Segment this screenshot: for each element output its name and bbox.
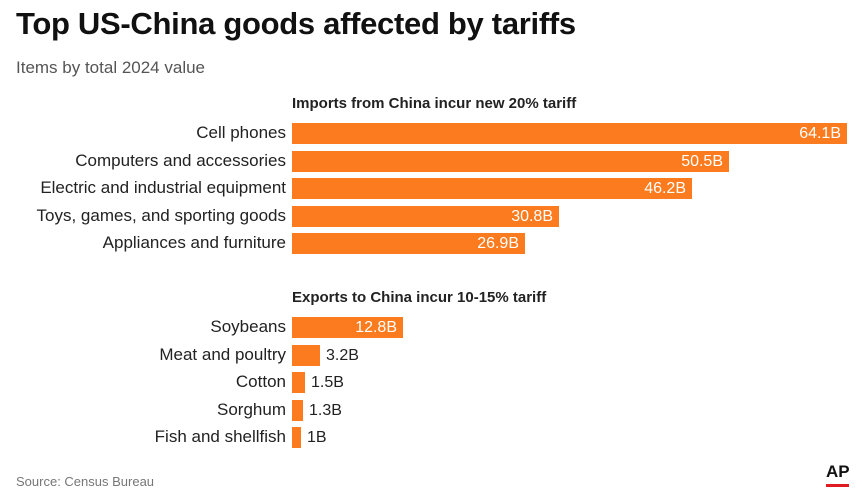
bar <box>292 178 692 199</box>
logo-underline <box>826 484 849 487</box>
value-label: 1.3B <box>309 401 342 419</box>
chart-title: Top US-China goods affected by tariffs <box>16 6 576 41</box>
section-title: Exports to China incur 10-15% tariff <box>292 289 547 306</box>
value-label: 12.8B <box>355 319 397 336</box>
bar <box>292 205 559 227</box>
category-label: Cell phones <box>196 123 286 142</box>
category-label: Fish and shellfish <box>154 427 286 446</box>
category-label: Cotton <box>235 372 286 391</box>
value-label: 1B <box>307 429 327 446</box>
bar <box>292 427 301 448</box>
bar <box>292 372 305 393</box>
value-label: 46.2B <box>644 180 686 197</box>
value-label: 26.9B <box>477 235 519 252</box>
value-label: 1.5B <box>311 374 344 391</box>
category-label: Sorghum <box>217 399 286 419</box>
category-label: Toys, games, and sporting goods <box>36 205 286 225</box>
value-label: 30.8B <box>511 207 553 225</box>
value-label: 64.1B <box>799 125 841 142</box>
bar <box>292 233 525 254</box>
chart-subtitle: Items by total 2024 value <box>16 58 206 77</box>
bar <box>292 150 729 172</box>
value-label: 50.5B <box>681 152 723 170</box>
ap-logo: AP <box>826 462 850 481</box>
bar <box>292 317 403 338</box>
category-label: Electric and industrial equipment <box>40 178 286 197</box>
category-label: Appliances and furniture <box>102 233 286 252</box>
category-label: Soybeans <box>210 317 286 336</box>
source-note: Source: Census Bureau <box>16 474 155 489</box>
category-label: Meat and poultry <box>159 344 286 364</box>
value-label: 3.2B <box>326 346 359 364</box>
bar <box>292 399 303 421</box>
bar <box>292 344 320 366</box>
category-label: Computers and accessories <box>75 150 286 170</box>
section-title: Imports from China incur new 20% tariff <box>292 95 577 112</box>
bar <box>292 123 847 144</box>
